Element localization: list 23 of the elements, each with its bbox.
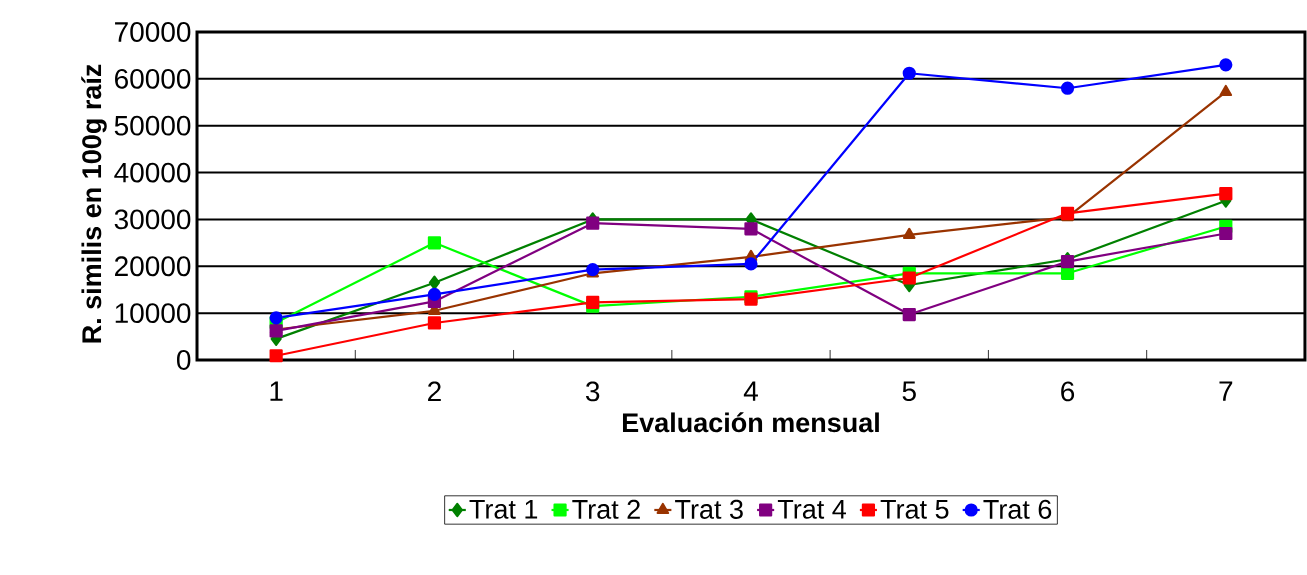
x-tick-label: 7 [1219,381,1233,401]
x-tick-label: 5 [902,381,916,402]
y-tick-label: 10000 [115,303,191,324]
y-tick-label: 20000 [115,256,191,277]
y-tick-label: 40000 [114,162,191,183]
legend-label: Trat 6 [983,499,1052,519]
x-axis-title: Evaluación mensual [622,412,879,433]
y-tick-label: 50000 [114,115,191,136]
x-tick-label: 1 [270,381,283,401]
legend-label: Trat 3 [675,499,743,519]
legend-label: Trat 5 [880,499,949,519]
y-tick-label: 30000 [114,209,191,230]
x-tick-label: 2 [428,381,441,402]
y-tick-label: 60000 [115,68,191,89]
y-tick-label: 70000 [115,22,191,42]
x-tick-label: 3 [585,381,600,402]
x-tick-label: 4 [743,381,758,401]
legend-label: Trat 2 [572,499,640,519]
x-tick-label: 6 [1061,381,1075,402]
legend-label: Trat 4 [777,499,846,519]
legend-label: Trat 1 [469,499,538,519]
y-tick-label: 0 [177,350,191,370]
y-axis-title: R. similis en 100g raíz [81,64,107,343]
